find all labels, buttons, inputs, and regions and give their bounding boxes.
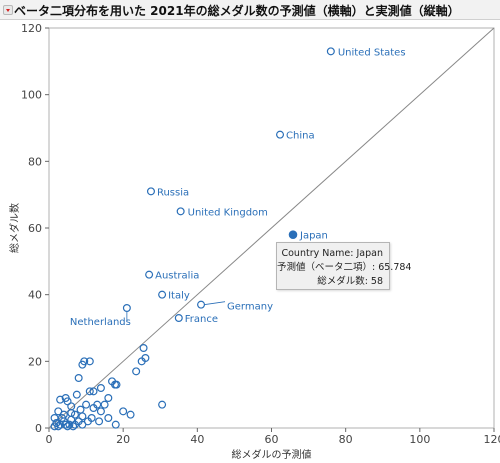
data-point[interactable] bbox=[96, 407, 105, 416]
data-point[interactable] bbox=[100, 400, 109, 409]
reference-line bbox=[48, 27, 495, 429]
data-point[interactable] bbox=[82, 400, 91, 409]
tooltip-country: Country Name: Japan bbox=[281, 248, 383, 259]
point-label-united-kingdom: United Kingdom bbox=[188, 207, 268, 218]
data-point[interactable] bbox=[78, 360, 87, 369]
data-point[interactable] bbox=[54, 422, 63, 431]
data-point[interactable] bbox=[78, 420, 87, 429]
data-point-france[interactable] bbox=[174, 314, 183, 323]
data-point[interactable] bbox=[63, 422, 72, 431]
point-label-netherlands: Netherlands bbox=[70, 317, 131, 328]
data-point[interactable] bbox=[63, 397, 72, 406]
data-point-japan[interactable] bbox=[288, 230, 298, 239]
data-point[interactable] bbox=[70, 420, 79, 429]
data-point[interactable] bbox=[139, 344, 148, 353]
data-point[interactable] bbox=[158, 400, 167, 409]
data-point[interactable] bbox=[132, 367, 141, 376]
x-tick-label: 120 bbox=[484, 433, 500, 446]
data-point[interactable] bbox=[111, 420, 120, 429]
data-point[interactable] bbox=[76, 405, 85, 414]
x-tick-label: 40 bbox=[190, 433, 204, 446]
point-label-china: China bbox=[286, 131, 315, 142]
point-label-japan: Japan bbox=[299, 231, 328, 242]
chart-title: ベータ二項分布を用いた 2021年の総メダル数の予測値（横軸）と実測値（縦軸） bbox=[14, 4, 460, 18]
data-point-russia[interactable] bbox=[146, 187, 155, 196]
data-point[interactable] bbox=[74, 374, 83, 383]
y-tick-label: 120 bbox=[21, 22, 42, 35]
x-axis-title: 総メダルの予測値 bbox=[232, 448, 312, 461]
label-leader-line bbox=[203, 301, 226, 306]
data-point-italy[interactable] bbox=[158, 290, 167, 299]
data-point[interactable] bbox=[50, 422, 59, 431]
data-point-united-kingdom[interactable] bbox=[176, 207, 185, 216]
data-point[interactable] bbox=[96, 384, 105, 393]
data-point[interactable] bbox=[85, 387, 94, 396]
data-point[interactable] bbox=[126, 410, 135, 419]
data-point[interactable] bbox=[112, 380, 121, 389]
y-tick-label: 100 bbox=[21, 89, 42, 102]
data-point[interactable] bbox=[95, 417, 104, 426]
data-point[interactable] bbox=[89, 404, 98, 413]
data-point[interactable] bbox=[70, 410, 79, 419]
x-tick-label: 20 bbox=[116, 433, 130, 446]
data-point[interactable] bbox=[56, 395, 65, 404]
y-tick-label: 0 bbox=[35, 422, 42, 435]
x-tick-label: 80 bbox=[339, 433, 353, 446]
y-tick-label: 60 bbox=[28, 222, 42, 235]
data-point[interactable] bbox=[104, 414, 113, 423]
data-point-netherlands[interactable] bbox=[122, 304, 131, 313]
data-point-united-states[interactable] bbox=[326, 47, 335, 56]
data-point-china[interactable] bbox=[276, 130, 285, 139]
data-point-australia[interactable] bbox=[145, 270, 154, 279]
x-tick-label: 60 bbox=[265, 433, 279, 446]
point-label-france: France bbox=[185, 314, 218, 325]
tooltip-actual: 総メダル数: 58 bbox=[317, 276, 383, 287]
data-point[interactable] bbox=[89, 387, 98, 396]
point-label-italy: Italy bbox=[168, 291, 190, 302]
y-tick-label: 40 bbox=[28, 289, 42, 302]
data-point[interactable] bbox=[85, 357, 94, 366]
point-tooltip: Country Name: Japan 予測値（ベータ二項）: 65.784 総… bbox=[276, 242, 412, 290]
data-point[interactable] bbox=[72, 390, 81, 399]
y-tick-label: 20 bbox=[28, 355, 42, 368]
data-point[interactable] bbox=[119, 407, 128, 416]
tooltip-predicted: 予測値（ベータ二項）: 65.784 bbox=[277, 262, 412, 273]
point-label-germany: Germany bbox=[227, 302, 273, 313]
data-point-germany[interactable] bbox=[197, 300, 206, 309]
collapse-toggle-icon[interactable] bbox=[3, 5, 13, 15]
data-point[interactable] bbox=[59, 417, 68, 426]
data-point[interactable] bbox=[67, 409, 76, 418]
data-point[interactable] bbox=[69, 422, 78, 431]
y-tick-label: 80 bbox=[28, 155, 42, 168]
point-label-russia: Russia bbox=[157, 187, 189, 198]
x-tick-label: 100 bbox=[409, 433, 430, 446]
data-point[interactable] bbox=[137, 357, 146, 366]
data-point[interactable] bbox=[104, 394, 113, 403]
data-point[interactable] bbox=[50, 414, 59, 423]
point-label-australia: Australia bbox=[155, 271, 199, 282]
y-axis-title: 総メダル数 bbox=[8, 203, 21, 253]
x-tick-label: 0 bbox=[46, 433, 53, 446]
point-label-united-states: United States bbox=[338, 47, 406, 58]
title-bar: ベータ二項分布を用いた 2021年の総メダル数の予測値（横軸）と実測値（縦軸） bbox=[0, 0, 500, 20]
